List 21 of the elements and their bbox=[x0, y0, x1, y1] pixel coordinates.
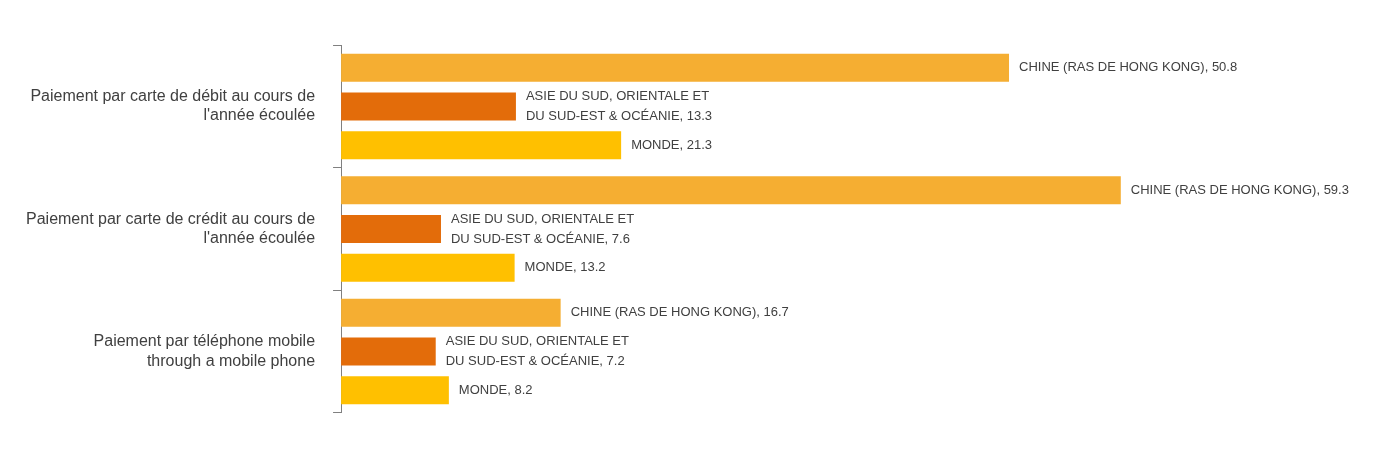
bar bbox=[341, 376, 449, 405]
y-tick-label: Paiement par carte de crédit au cours de l'année écoulée bbox=[26, 209, 316, 247]
bar bbox=[341, 131, 622, 160]
data-label: ASIE DU SUD, ORIENTALE ET DU SUD-EST & OCÉANIE, 7.2 bbox=[445, 333, 630, 369]
data-label: CHINE (RAS DE HONG KONG), 16.7 bbox=[570, 304, 789, 320]
bar bbox=[341, 53, 1010, 82]
bar bbox=[341, 298, 561, 327]
bar bbox=[341, 253, 515, 282]
y-tick-label: Paiement par téléphone mobile through a mobile phone bbox=[93, 332, 316, 369]
data-label: CHINE (RAS DE HONG KONG), 59.3 bbox=[1130, 181, 1349, 197]
data-label: MONDE, 8.2 bbox=[458, 381, 533, 397]
y-tick-label: Paiement par carte de débit au cours de l'année écoulée bbox=[30, 87, 316, 124]
bar bbox=[341, 176, 1121, 205]
bar bbox=[341, 337, 436, 366]
bar bbox=[341, 215, 441, 243]
bar bbox=[341, 92, 516, 121]
data-label: ASIE DU SUD, ORIENTALE ET DU SUD-EST & OCÉANIE, 13.3 bbox=[525, 88, 713, 124]
data-label: ASIE DU SUD, ORIENTALE ET DU SUD-EST & OCÉANIE, 7.6 bbox=[450, 210, 635, 246]
data-label: MONDE, 13.2 bbox=[524, 259, 606, 275]
data-label: CHINE (RAS DE HONG KONG), 50.8 bbox=[1019, 59, 1238, 75]
data-label: MONDE, 21.3 bbox=[631, 136, 713, 152]
